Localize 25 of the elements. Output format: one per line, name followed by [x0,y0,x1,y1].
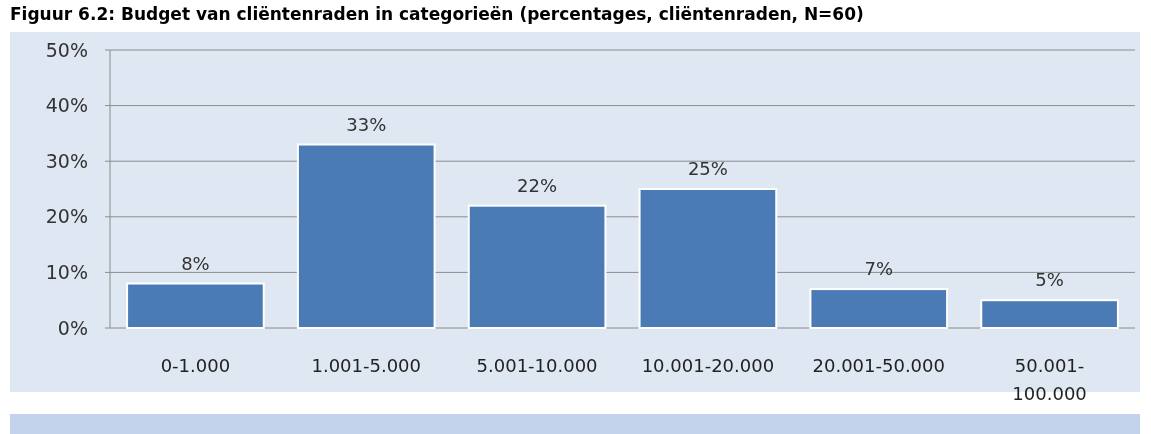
x-tick-label: 1.001-5.000 [311,355,422,376]
bar [980,299,1119,329]
data-label: 5% [1035,269,1064,291]
bar [126,282,265,329]
x-tick-label: 5.001-10.000 [476,355,598,376]
bar [296,143,436,329]
data-label: 25% [687,158,728,179]
bar [467,204,607,329]
y-tick-label: 0% [57,316,88,339]
y-tick-label: 30% [45,149,88,172]
y-tick-label: 20% [45,205,88,228]
data-label: 7% [864,258,894,280]
x-tick-label: 0-1.000 [160,355,231,376]
chart-title: Figuur 6.2: Budget van cliëntenraden in categorieën (percentages, cliëntenraden, N=60) [10,4,864,24]
bar [809,288,949,329]
data-label: 22% [517,174,558,196]
data-label: 33% [346,113,387,135]
x-tick-label: 10.001-20.000 [641,355,775,376]
x-tick-label: 50.001-100.000 [1012,355,1087,404]
bar [638,188,778,329]
y-tick-label: 50% [45,38,88,61]
x-tick-label: 20.001-50.000 [812,355,945,376]
y-tick-label: 10% [45,261,88,284]
data-label: 8% [181,252,210,274]
y-tick-label: 40% [45,94,88,117]
